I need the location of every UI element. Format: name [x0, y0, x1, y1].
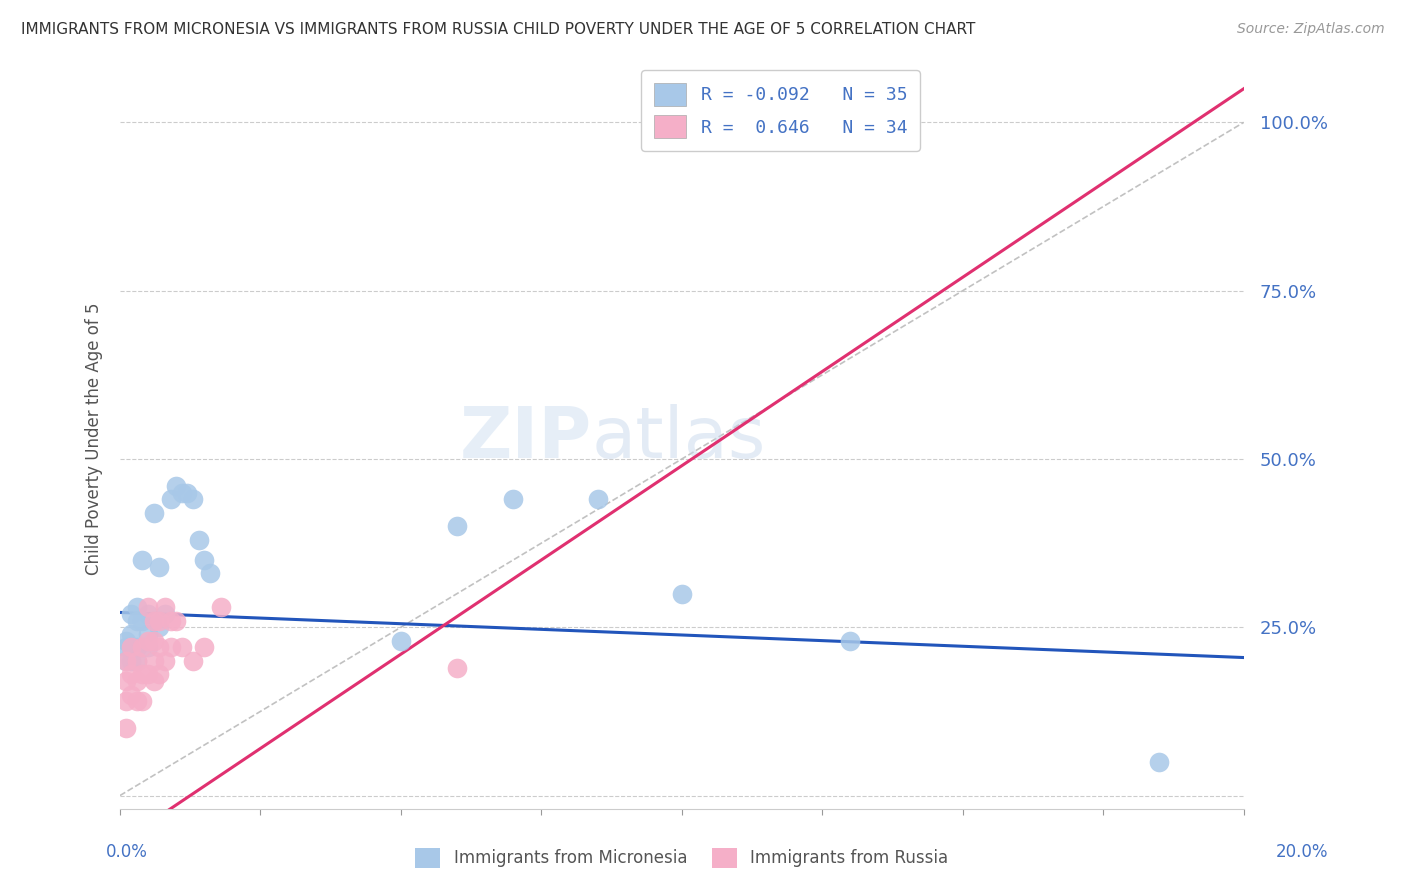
Point	[389, 633, 412, 648]
Point	[136, 633, 159, 648]
Point	[131, 640, 153, 655]
Point	[187, 533, 209, 547]
Point	[153, 607, 176, 621]
Point	[136, 627, 159, 641]
Point	[120, 688, 142, 702]
Point	[502, 492, 524, 507]
Point	[446, 660, 468, 674]
Point	[142, 674, 165, 689]
Point	[159, 614, 181, 628]
Point	[193, 640, 215, 655]
Point	[170, 640, 193, 655]
Point	[125, 654, 148, 668]
Point	[671, 586, 693, 600]
Point	[165, 614, 187, 628]
Point	[136, 640, 159, 655]
Point	[209, 600, 232, 615]
Point	[114, 694, 136, 708]
Point	[131, 553, 153, 567]
Point	[120, 640, 142, 655]
Point	[125, 600, 148, 615]
Point	[136, 607, 159, 621]
Point	[125, 694, 148, 708]
Point	[120, 654, 142, 668]
Text: 20.0%: 20.0%	[1277, 843, 1329, 861]
Point	[198, 566, 221, 581]
Point	[114, 654, 136, 668]
Point	[114, 721, 136, 735]
Point	[148, 640, 170, 655]
Point	[181, 492, 204, 507]
Point	[142, 633, 165, 648]
Point	[120, 627, 142, 641]
Point	[120, 667, 142, 681]
Point	[114, 633, 136, 648]
Text: ZIP: ZIP	[460, 404, 592, 474]
Point	[148, 614, 170, 628]
Point	[699, 115, 721, 129]
Point	[142, 654, 165, 668]
Point	[153, 600, 176, 615]
Point	[120, 607, 142, 621]
Legend: R = -0.092   N = 35, R =  0.646   N = 34: R = -0.092 N = 35, R = 0.646 N = 34	[641, 70, 920, 151]
Point	[586, 492, 609, 507]
Point	[159, 640, 181, 655]
Point	[136, 667, 159, 681]
Point	[125, 674, 148, 689]
Point	[159, 492, 181, 507]
Point	[142, 506, 165, 520]
Point	[165, 479, 187, 493]
Point	[131, 667, 153, 681]
Point	[120, 640, 142, 655]
Point	[114, 674, 136, 689]
Point	[839, 633, 862, 648]
Point	[148, 559, 170, 574]
Point	[125, 654, 148, 668]
Point	[181, 654, 204, 668]
Point	[446, 519, 468, 533]
Point	[131, 694, 153, 708]
Y-axis label: Child Poverty Under the Age of 5: Child Poverty Under the Age of 5	[86, 302, 103, 575]
Point	[131, 614, 153, 628]
Point	[125, 640, 148, 655]
Point	[170, 485, 193, 500]
Point	[142, 614, 165, 628]
Point	[125, 614, 148, 628]
Text: 0.0%: 0.0%	[105, 843, 148, 861]
Point	[193, 553, 215, 567]
Text: atlas: atlas	[592, 404, 766, 474]
Point	[176, 485, 198, 500]
Point	[1149, 755, 1171, 769]
Point	[153, 654, 176, 668]
Point	[148, 667, 170, 681]
Point	[148, 620, 170, 634]
Point	[114, 654, 136, 668]
Text: Source: ZipAtlas.com: Source: ZipAtlas.com	[1237, 22, 1385, 37]
Point	[114, 640, 136, 655]
Point	[136, 600, 159, 615]
Text: IMMIGRANTS FROM MICRONESIA VS IMMIGRANTS FROM RUSSIA CHILD POVERTY UNDER THE AGE: IMMIGRANTS FROM MICRONESIA VS IMMIGRANTS…	[21, 22, 976, 37]
